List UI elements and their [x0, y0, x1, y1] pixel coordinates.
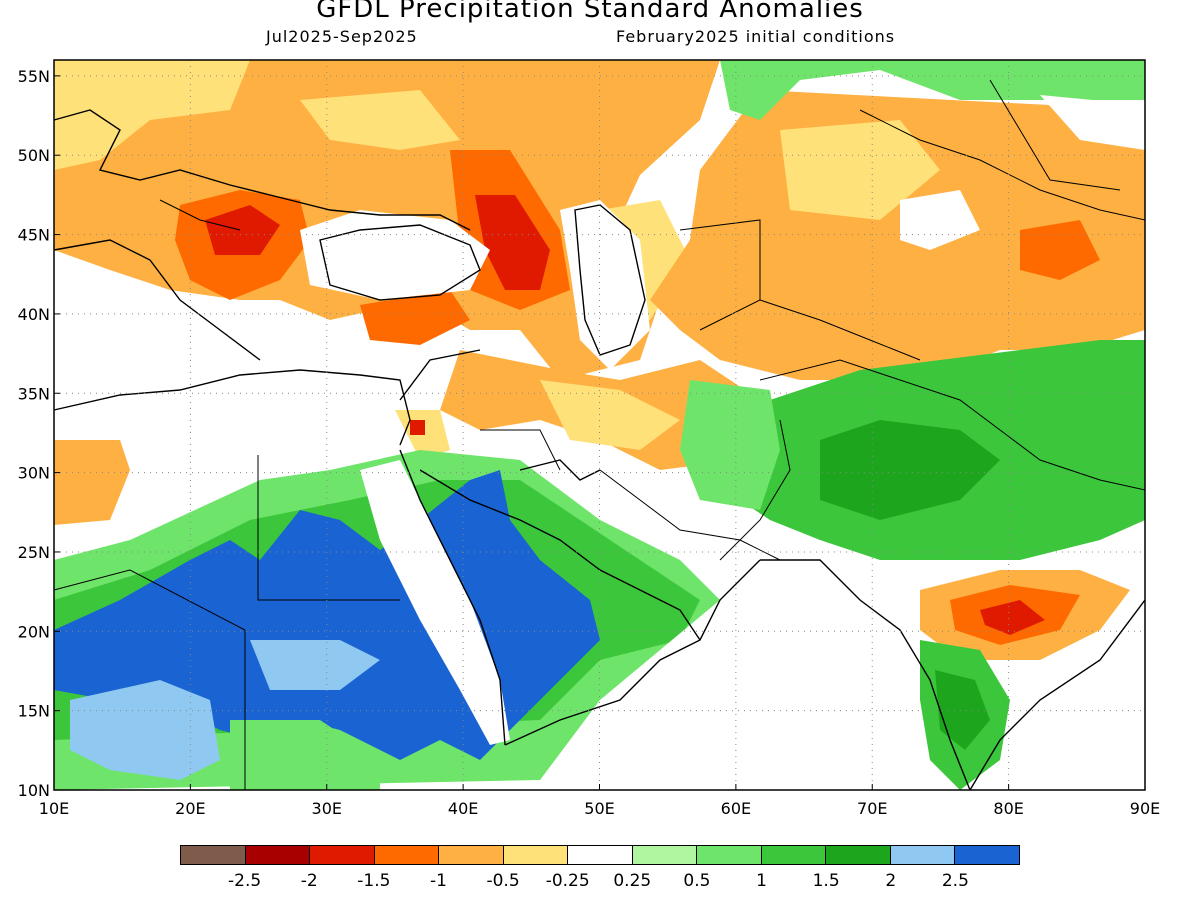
colorbar-swatch	[697, 846, 762, 864]
lon-tick-label: 40E	[448, 799, 478, 818]
lat-tick-label: 45N	[18, 226, 50, 245]
strong-dry-caucasus	[475, 195, 550, 290]
light-blue-sahel	[70, 680, 220, 780]
light-dry-central-asia	[780, 120, 940, 220]
lat-tick-label: 50N	[18, 146, 50, 165]
lon-tick-label: 50E	[584, 799, 614, 818]
strong-dry-levant	[410, 420, 425, 435]
colorbar-label: -0.25	[545, 871, 590, 891]
white-red-sea	[360, 460, 510, 745]
lon-tick-label: 70E	[857, 799, 887, 818]
coastlines	[53, 109, 1146, 791]
colorbar-swatch	[503, 846, 569, 864]
colorbar-label: 0.5	[683, 871, 711, 891]
strong-dry-bengal	[980, 600, 1045, 635]
colorbar-swatch	[181, 846, 246, 864]
white-caspian	[560, 200, 650, 370]
colorbar-label: -1	[429, 871, 447, 891]
lat-tick-label: 10N	[18, 781, 50, 800]
country-borders	[53, 79, 1146, 790]
colorbar-label: -2.5	[228, 871, 262, 891]
lon-tick-label: 80E	[993, 799, 1023, 818]
colorbar-swatch	[439, 846, 504, 864]
light-wet-fringe	[680, 380, 780, 510]
colorbar-swatch	[310, 846, 375, 864]
lon-tick-label: 90E	[1130, 799, 1160, 818]
colorbar-label: -1.5	[357, 871, 391, 891]
colorbar-swatch	[568, 846, 633, 864]
strong-dry-balkans	[205, 205, 280, 255]
longitude-axis: 10E 20E 30E 40E 50E 60E 70E 80E 90E	[39, 784, 1160, 818]
lon-tick-label: 20E	[175, 799, 205, 818]
colorbar-label: -2	[300, 871, 318, 891]
white-arabian-sea	[600, 560, 920, 790]
light-green-east-africa	[230, 720, 380, 790]
lat-tick-label: 25N	[18, 543, 50, 562]
colorbar-swatch	[761, 846, 827, 864]
colorbar-label: 1.5	[812, 871, 840, 891]
latitude-axis: 10N 15N 20N 25N 30N 35N 40N 45N 50N 55N	[18, 67, 60, 800]
lat-tick-label: 40N	[18, 305, 50, 324]
strong-wet-india	[820, 420, 1000, 520]
colorbar-swatch	[955, 846, 1019, 864]
white-siberia	[1040, 95, 1145, 150]
colorbar-swatch	[245, 846, 311, 864]
map-title: GFDL Precipitation Standard Anomalies	[316, 0, 864, 24]
strong-wet-south-india	[935, 670, 990, 750]
colorbar-swatch	[826, 846, 891, 864]
lat-tick-label: 55N	[18, 67, 50, 86]
wet-region-siberia	[720, 60, 1145, 120]
colorbar-swatch	[374, 846, 440, 864]
light-blue-arabia	[250, 640, 380, 690]
lat-tick-label: 15N	[18, 702, 50, 721]
colorbar-label: 1	[756, 871, 767, 891]
lon-tick-label: 10E	[39, 799, 69, 818]
dry-region-sahara	[54, 440, 130, 525]
lat-tick-label: 20N	[18, 622, 50, 641]
colorbar-label: 0.25	[613, 871, 652, 891]
colorbar-label: 2.5	[941, 871, 969, 891]
light-dry-europe	[54, 60, 250, 170]
lon-tick-label: 30E	[312, 799, 342, 818]
anomaly-field	[54, 60, 1145, 790]
light-dry-iran	[540, 380, 680, 450]
initial-conditions: February2025 initial conditions	[616, 27, 896, 46]
colorbar-swatch	[890, 846, 956, 864]
lat-tick-label: 35N	[18, 384, 50, 403]
moderate-dry-anatolia	[360, 290, 470, 345]
light-dry-black-sea	[300, 90, 460, 150]
lat-tick-label: 30N	[18, 464, 50, 483]
forecast-period: Jul2025-Sep2025	[266, 27, 418, 46]
lon-tick-label: 60E	[721, 799, 751, 818]
dry-region-central-asia	[650, 90, 1145, 380]
colorbar-swatch	[632, 846, 698, 864]
colorbar	[180, 845, 1020, 865]
colorbar-label: 2	[885, 871, 897, 891]
colorbar-label: -0.5	[486, 871, 520, 891]
